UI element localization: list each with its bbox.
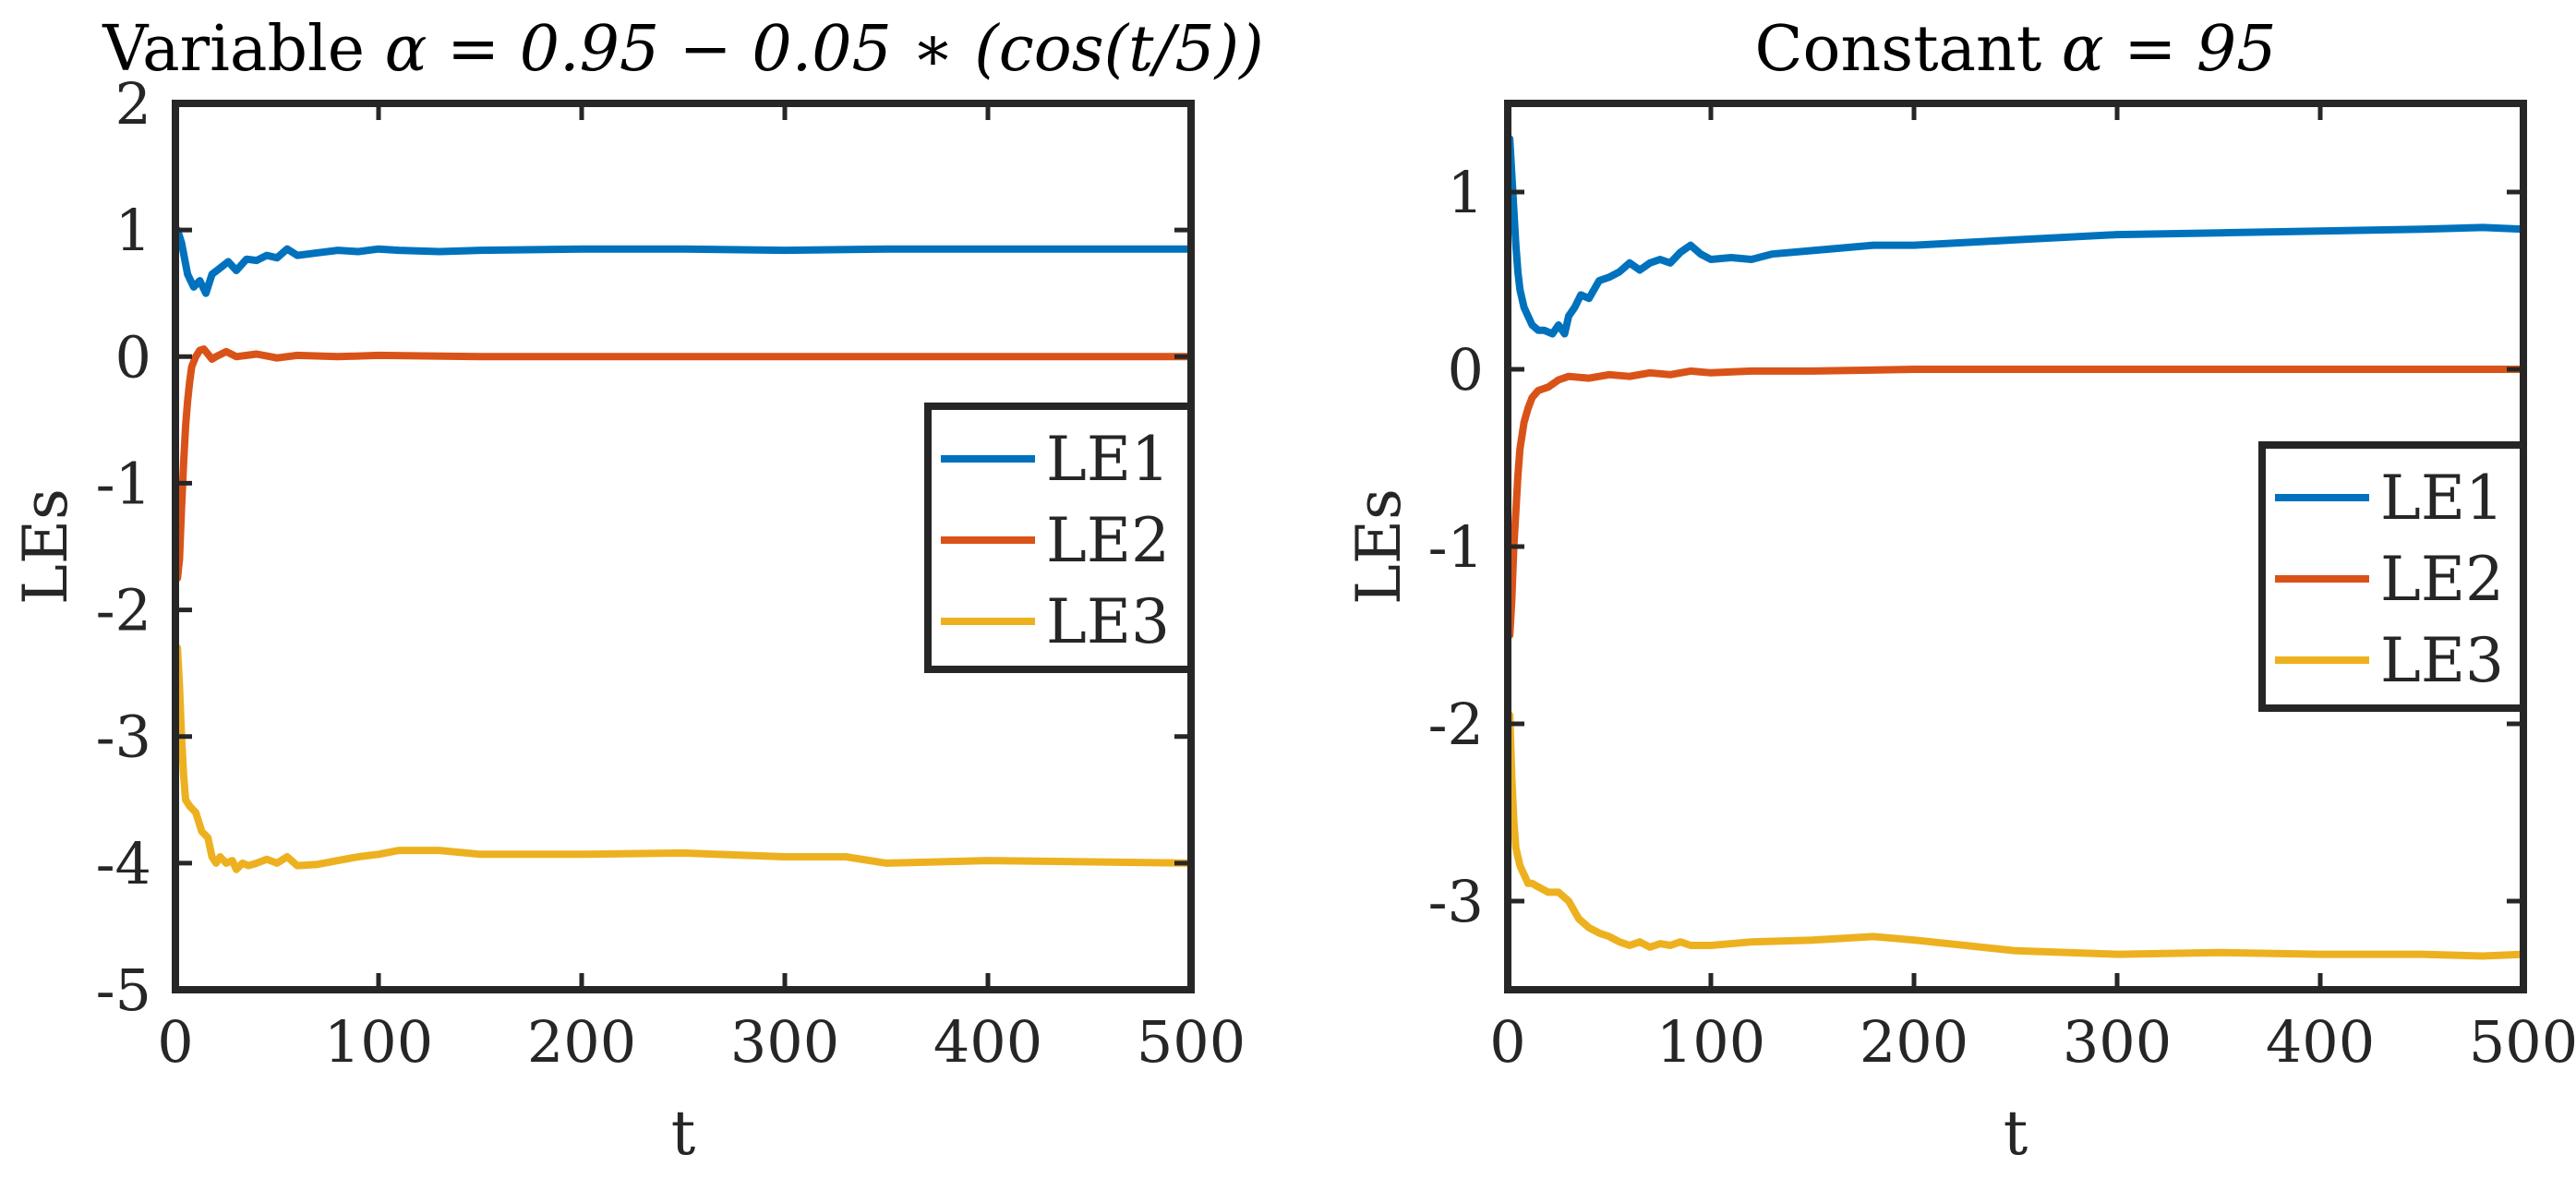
y-tick-label: -3 bbox=[96, 704, 151, 771]
x-axis-label: t bbox=[671, 1098, 696, 1169]
chart-title: Variable α = 0.95 − 0.05 ∗ (cos(t/5)) bbox=[102, 13, 1263, 86]
y-tick-label: -3 bbox=[1428, 868, 1484, 935]
x-tick-label: 500 bbox=[2469, 1008, 2576, 1076]
series-line-le2 bbox=[1506, 366, 2527, 639]
x-tick-label: 400 bbox=[2266, 1008, 2375, 1076]
y-tick-label: -1 bbox=[1428, 513, 1484, 581]
legend-label-le1: LE1 bbox=[2380, 463, 2504, 534]
y-tick-label: -1 bbox=[96, 450, 151, 517]
y-tick-label: -2 bbox=[1428, 691, 1484, 758]
chart-title-math: α = 0.95 − 0.05 ∗ (cos(t/5)) bbox=[385, 13, 1264, 86]
x-tick-label: 100 bbox=[324, 1008, 433, 1076]
series-line-le3 bbox=[1506, 711, 2527, 960]
legend-label-le3: LE3 bbox=[2380, 625, 2504, 696]
series-line-le1 bbox=[174, 226, 1195, 297]
x-tick-label: 400 bbox=[933, 1008, 1042, 1076]
x-tick-label: 300 bbox=[730, 1008, 839, 1076]
y-tick-label: 2 bbox=[115, 70, 151, 138]
y-tick-label: -2 bbox=[96, 577, 151, 644]
series-line-le1 bbox=[1506, 135, 2527, 338]
legend: LE1 LE2 LE3 bbox=[924, 403, 1195, 673]
legend-label-le2: LE2 bbox=[1046, 505, 1170, 576]
y-tick-label: -4 bbox=[96, 830, 151, 897]
x-tick-label: 0 bbox=[1489, 1008, 1525, 1076]
y-tick-label: 1 bbox=[115, 197, 151, 264]
chart-panel-1: 0 100 200 300 400 500 -5 -4 -3 -2 -1 0 1 2 t LEs Variabl… bbox=[10, 13, 1264, 1169]
y-axis-label: LEs bbox=[1343, 488, 1414, 605]
series-line-le2 bbox=[174, 345, 1195, 583]
chart-title-prefix: Constant bbox=[1755, 13, 2062, 86]
x-tick-label: 0 bbox=[157, 1008, 193, 1076]
y-tick-label: 0 bbox=[1448, 336, 1484, 403]
chart-title-math: α = 95 bbox=[2062, 13, 2277, 86]
x-tick-label: 200 bbox=[527, 1008, 636, 1076]
legend-label-le2: LE2 bbox=[2380, 544, 2504, 615]
y-axis-label: LEs bbox=[10, 488, 81, 605]
y-tick-label: 1 bbox=[1448, 159, 1484, 226]
x-axis-label: t bbox=[2004, 1098, 2028, 1169]
chart-title: Constant α = 95 bbox=[1755, 13, 2277, 86]
chart-title-prefix: Variable bbox=[102, 13, 384, 86]
legend: LE1 LE2 LE3 bbox=[2258, 441, 2527, 712]
x-tick-label: 100 bbox=[1656, 1008, 1765, 1076]
series-line-le3 bbox=[174, 644, 1195, 873]
legend-label-le3: LE3 bbox=[1046, 586, 1170, 657]
legend-label-le1: LE1 bbox=[1046, 424, 1170, 495]
x-tick-label: 300 bbox=[2063, 1008, 2172, 1076]
y-tick-label: 0 bbox=[115, 323, 151, 391]
chart-panel-2: 0 100 200 300 400 500 -3 -2 -1 0 1 t LEs Constant α =… bbox=[1343, 13, 2576, 1169]
y-tick-label: -5 bbox=[96, 956, 151, 1024]
x-tick-label: 200 bbox=[1860, 1008, 1968, 1076]
x-tick-label: 500 bbox=[1137, 1008, 1246, 1076]
